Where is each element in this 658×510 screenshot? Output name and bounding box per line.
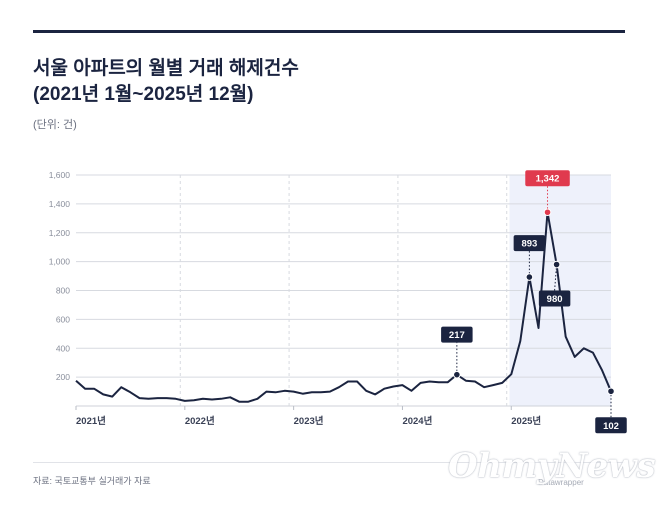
y-tick-label: 1,600 [49, 170, 71, 180]
annotation-box [441, 326, 473, 343]
y-tick-label: 1,400 [49, 199, 71, 209]
y-tick-label: 200 [56, 372, 70, 382]
title-line-2: (2021년 1월~2025년 12월) [33, 84, 254, 105]
credit-note: Datawrapper [538, 478, 584, 487]
y-tick-label: 1,200 [49, 228, 71, 238]
top-rule [33, 30, 625, 33]
watermark-logo: OhmyNews [448, 446, 656, 486]
unit-label: (단위: 건) [33, 119, 77, 131]
source-divider [33, 462, 625, 463]
annotation-label: 893 [521, 239, 537, 250]
source-note: 자료: 국토교통부 실거래가 자료 [33, 476, 151, 486]
annotation-label: 1,342 [536, 174, 560, 185]
annotation-box [513, 235, 546, 252]
y-tick-label: 600 [56, 314, 70, 324]
chart-title: 서울 아파트의 월별 거래 해제건수 (2021년 1월~2025년 12월) [33, 56, 299, 108]
x-tick-label: 2025년 [511, 415, 541, 427]
annotation-label: 980 [547, 294, 563, 305]
annotation-point [525, 273, 534, 281]
annotation-point [453, 370, 461, 379]
annotation-point [607, 387, 615, 396]
x-tick-label: 2023년 [294, 415, 324, 427]
x-tick-label: 2024년 [402, 415, 432, 427]
line-chart: 200 400 600 800 1,000 1,200 1,400 1,600 2021년 202… [49, 170, 627, 434]
annotation-box [595, 417, 627, 434]
annotation-box [538, 290, 571, 307]
title-line-1: 서울 아파트의 월별 거래 해제건수 [33, 58, 299, 79]
x-tick-label: 2022년 [185, 415, 215, 427]
annotation-label: 217 [449, 330, 465, 341]
series-line [75, 211, 612, 403]
annotation-point [552, 260, 561, 269]
annotation-point [543, 208, 552, 217]
annotation-leader [554, 264, 558, 291]
x-tick-label: 2021년 [76, 415, 106, 427]
y-tick-label: 1,000 [49, 257, 71, 267]
annotation-box [525, 170, 570, 187]
annotation-label: 102 [603, 421, 619, 432]
y-tick-label: 400 [56, 343, 70, 353]
y-tick-label: 800 [56, 286, 70, 296]
